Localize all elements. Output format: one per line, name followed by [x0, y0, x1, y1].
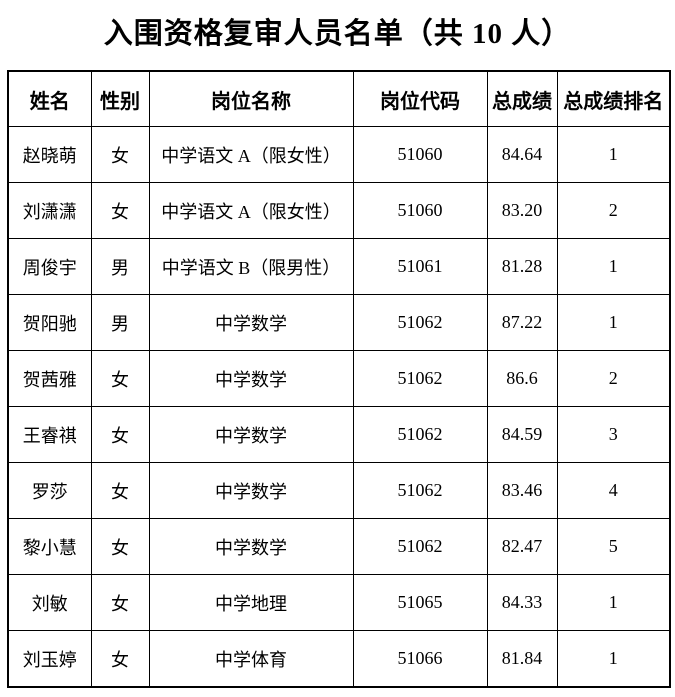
table-row: 刘潇潇女中学语文 A（限女性） 51060 83.20 2 [7, 182, 671, 239]
cell-gender: 女 [90, 350, 150, 407]
cell-position-code: 51062 [352, 294, 488, 351]
cell-total-score: 84.33 [486, 574, 558, 631]
table-row: 王睿祺女中学数学 51062 84.59 3 [7, 406, 671, 463]
table-row: 刘玉婷女中学体育 51066 81.84 1 [7, 630, 671, 688]
header-gender: 性别 [90, 70, 150, 127]
cell-total-score: 82.47 [486, 518, 558, 575]
cell-name: 刘敏 [7, 574, 92, 631]
cell-total-score: 84.64 [486, 126, 558, 183]
cell-total-score: 81.28 [486, 238, 558, 295]
cell-position-name: 中学数学 [148, 294, 354, 351]
header-name: 姓名 [7, 70, 92, 127]
cell-rank: 1 [556, 630, 671, 688]
cell-rank: 2 [556, 182, 671, 239]
cell-position-name: 中学语文 A（限女性） [148, 182, 354, 239]
cell-total-score: 81.84 [486, 630, 558, 688]
cell-gender: 女 [90, 126, 150, 183]
cell-rank: 1 [556, 574, 671, 631]
table-row: 黎小慧女中学数学 51062 82.47 5 [7, 518, 671, 575]
cell-position-name: 中学数学 [148, 406, 354, 463]
cell-name: 王睿祺 [7, 406, 92, 463]
cell-position-code: 51061 [352, 238, 488, 295]
cell-position-name: 中学数学 [148, 462, 354, 519]
cell-gender: 女 [90, 518, 150, 575]
cell-position-code: 51062 [352, 518, 488, 575]
cell-gender: 男 [90, 294, 150, 351]
cell-gender: 女 [90, 574, 150, 631]
cell-position-code: 51062 [352, 406, 488, 463]
cell-rank: 1 [556, 238, 671, 295]
table-row: 刘敏女中学地理 51065 84.33 1 [7, 574, 671, 631]
cell-gender: 女 [90, 462, 150, 519]
cell-gender: 男 [90, 238, 150, 295]
cell-name: 刘玉婷 [7, 630, 92, 688]
cell-total-score: 84.59 [486, 406, 558, 463]
cell-total-score: 86.6 [486, 350, 558, 407]
table-row: 周俊宇男中学语文 B（限男性） 51061 81.28 1 [7, 238, 671, 295]
cell-gender: 女 [90, 182, 150, 239]
cell-name: 贺茜雅 [7, 350, 92, 407]
cell-gender: 女 [90, 630, 150, 688]
cell-name: 贺阳驰 [7, 294, 92, 351]
table-row: 贺茜雅女中学数学 51062 86.6 2 [7, 350, 671, 407]
table-header-row: 姓名 性别 岗位名称 岗位代码 总成绩 总成绩排名 [7, 70, 671, 127]
cell-position-code: 51062 [352, 462, 488, 519]
cell-position-code: 51060 [352, 182, 488, 239]
cell-position-name: 中学语文 A（限女性） [148, 126, 354, 183]
cell-position-name: 中学地理 [148, 574, 354, 631]
document-page: 入围资格复审人员名单（共 10 人） 姓名 性别 岗位名称 岗位代码 总成绩 总成绩排名 … [0, 12, 675, 697]
cell-rank: 1 [556, 294, 671, 351]
header-position-name: 岗位名称 [148, 70, 354, 127]
table-row: 罗莎女中学数学 51062 83.46 4 [7, 462, 671, 519]
cell-position-code: 51066 [352, 630, 488, 688]
header-position-code: 岗位代码 [352, 70, 488, 127]
cell-position-code: 51065 [352, 574, 488, 631]
table-row: 贺阳驰男中学数学 51062 87.22 1 [7, 294, 671, 351]
cell-position-name: 中学数学 [148, 350, 354, 407]
table-row: 赵晓萌女中学语文 A（限女性） 51060 84.64 1 [7, 126, 671, 183]
cell-rank: 5 [556, 518, 671, 575]
cell-rank: 3 [556, 406, 671, 463]
cell-name: 赵晓萌 [7, 126, 92, 183]
roster-table: 姓名 性别 岗位名称 岗位代码 总成绩 总成绩排名 赵晓萌女中学语文 A（限女性） 5106… [7, 70, 671, 688]
cell-position-code: 51062 [352, 350, 488, 407]
cell-rank: 2 [556, 350, 671, 407]
cell-total-score: 83.46 [486, 462, 558, 519]
cell-name: 刘潇潇 [7, 182, 92, 239]
cell-position-name: 中学数学 [148, 518, 354, 575]
cell-gender: 女 [90, 406, 150, 463]
cell-rank: 4 [556, 462, 671, 519]
cell-rank: 1 [556, 126, 671, 183]
cell-name: 周俊宇 [7, 238, 92, 295]
cell-position-code: 51060 [352, 126, 488, 183]
header-rank: 总成绩排名 [556, 70, 671, 127]
cell-total-score: 87.22 [486, 294, 558, 351]
cell-name: 罗莎 [7, 462, 92, 519]
cell-total-score: 83.20 [486, 182, 558, 239]
header-total-score: 总成绩 [486, 70, 558, 127]
cell-name: 黎小慧 [7, 518, 92, 575]
cell-position-name: 中学语文 B（限男性） [148, 238, 354, 295]
cell-position-name: 中学体育 [148, 630, 354, 688]
page-title: 入围资格复审人员名单（共 10 人） [103, 18, 572, 50]
